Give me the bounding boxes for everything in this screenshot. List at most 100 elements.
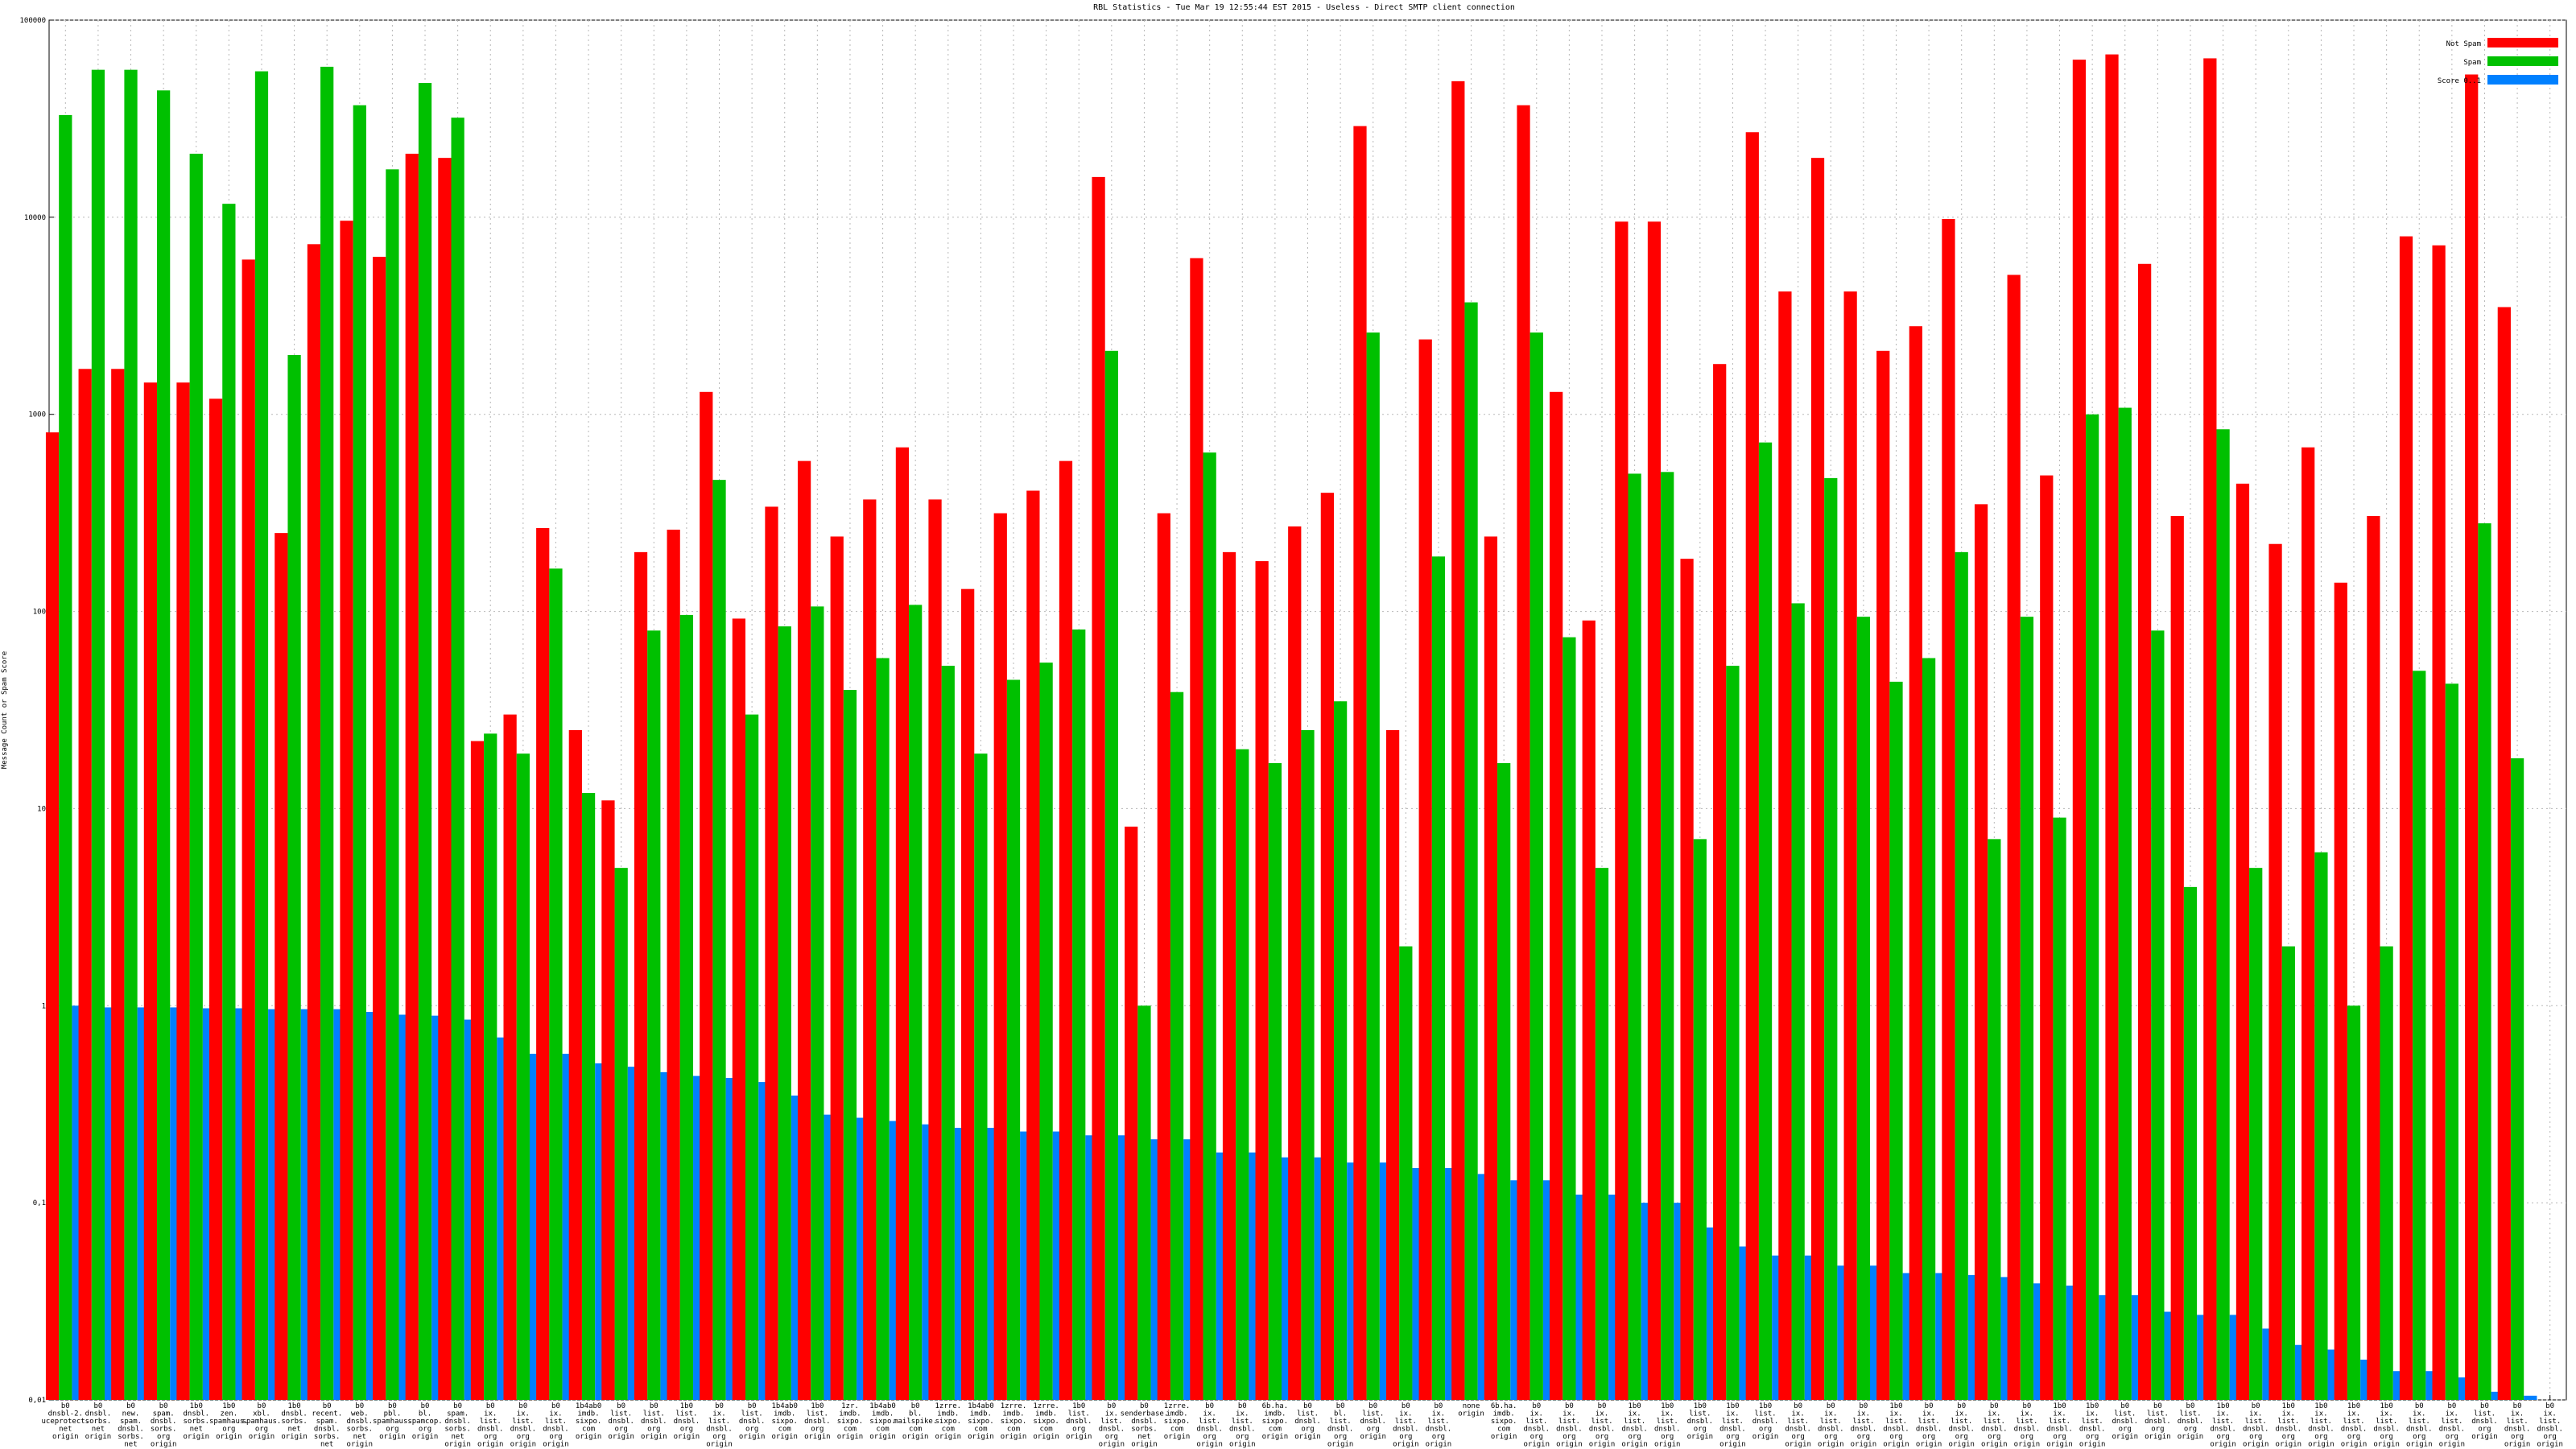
bar	[2347, 1005, 2361, 1400]
x-tick-label-line: dnsbl.	[1818, 1426, 1844, 1434]
x-tick-label-line: b0	[2480, 1402, 2489, 1410]
bar	[1157, 513, 1170, 1400]
bar	[1550, 391, 1563, 1400]
x-tick-label-line: spamhaus.	[242, 1418, 282, 1426]
x-tick-label-line: ix.	[517, 1410, 530, 1418]
x-tick-label-line: origin	[216, 1433, 242, 1441]
x-tick-label-line: dnsbl.	[118, 1426, 144, 1434]
bar	[1190, 258, 1203, 1400]
bar	[1451, 80, 1465, 1401]
x-tick-label-line: origin	[1033, 1433, 1059, 1441]
x-tick-label-line: origin	[1066, 1433, 1092, 1441]
bar	[895, 447, 910, 1401]
x-tick-label-line: 1b0	[2347, 1402, 2360, 1410]
x-tick-label-line: b0	[1532, 1402, 1541, 1410]
bar	[765, 506, 778, 1400]
bar	[2235, 483, 2250, 1400]
bar	[1333, 701, 1348, 1400]
x-tick-label-line: sorbs.	[118, 1433, 144, 1441]
x-tick-label-line: origin	[2537, 1441, 2563, 1449]
x-tick-label-line: ix.	[2086, 1410, 2099, 1418]
x-tick-label: 1b0 ix. list. dnsbl. org origin	[1621, 1402, 1648, 1449]
x-tick-label-line: dnsbl.	[2308, 1426, 2334, 1434]
x-tick-label-line: org	[2282, 1433, 2295, 1441]
x-tick-label: b0 new. spam. dnsbl. sorbs. net	[118, 1402, 144, 1449]
x-tick-label-line: list.	[1689, 1410, 1711, 1418]
x-tick-label-line: org	[2511, 1433, 2524, 1441]
y-tick-label: 0,1	[33, 1199, 46, 1208]
x-tick-label-line: dnsbl.	[444, 1418, 471, 1426]
x-tick-label-line: ix.	[1955, 1410, 1968, 1418]
bar	[1889, 681, 1903, 1400]
bar	[353, 105, 366, 1401]
x-tick-label-line: list.	[1100, 1418, 1122, 1426]
x-tick-label-line: sixpo.	[1033, 1418, 1059, 1426]
bar	[91, 69, 105, 1400]
x-tick-label-line: spamhaus.	[209, 1418, 249, 1426]
x-tick-label-line: new.	[122, 1410, 140, 1418]
x-tick-label-line: dnsbl.	[151, 1418, 177, 1426]
x-tick-label-line: com	[582, 1426, 595, 1434]
x-tick-label-line: spam.	[447, 1410, 469, 1418]
x-tick-label-line: dnsbl.	[1883, 1426, 1909, 1434]
x-tick-label-line: origin	[1491, 1433, 1517, 1441]
x-tick-label-line: org	[1334, 1433, 1347, 1441]
x-tick-label: b0 spam. dnsbl. sorbs. org origin	[151, 1402, 177, 1449]
x-tick-label-line: ix.	[1661, 1410, 1674, 1418]
x-tick-label-line: imdb.	[1002, 1410, 1024, 1418]
x-tick-label-line: sorbs.	[444, 1426, 471, 1434]
x-tick-label-line: list.	[1199, 1418, 1220, 1426]
x-tick-label-line: b0	[518, 1402, 527, 1410]
x-tick-label-line: list.	[2539, 1418, 2561, 1426]
x-tick-label-line: list.	[2212, 1418, 2234, 1426]
bar	[2334, 582, 2347, 1400]
x-tick-label-line: origin	[641, 1433, 667, 1441]
x-tick-label-line: org	[222, 1426, 235, 1434]
x-tick-label-line: origin	[1360, 1433, 1386, 1441]
x-tick-label: b0 pbl. spamhaus. org origin	[373, 1402, 412, 1441]
x-tick-label-line: imdb.	[872, 1410, 894, 1418]
bar	[843, 690, 857, 1400]
x-tick-label: b0 ix. list. dnsbl. org origin	[1948, 1402, 1975, 1449]
bar	[778, 626, 791, 1400]
x-tick-label: none origin	[1458, 1402, 1484, 1418]
x-tick-label-line: b0	[617, 1402, 625, 1410]
x-tick-label-line: com	[1170, 1426, 1183, 1434]
x-tick-label-line: ix.	[2282, 1410, 2295, 1418]
x-tick-label-line: ix.	[2249, 1410, 2262, 1418]
x-tick-label-line: zen.	[221, 1410, 238, 1418]
x-tick-label-line: none	[1463, 1402, 1480, 1410]
x-tick-label-line: org	[1824, 1433, 1837, 1441]
x-tick-label-line: ix.	[2413, 1410, 2425, 1418]
bar	[1320, 493, 1334, 1400]
x-tick-label-line: org	[1301, 1426, 1314, 1434]
x-tick-label-line: org	[1726, 1433, 1739, 1441]
x-tick-label-line: sixpo.	[1001, 1418, 1027, 1426]
x-tick-label-line: b0	[748, 1402, 757, 1410]
x-tick-label-line: b0	[1303, 1402, 1312, 1410]
x-tick-label-line: ix.	[1628, 1410, 1641, 1418]
x-tick-label-line: b0	[388, 1402, 397, 1410]
legend-swatch	[2487, 75, 2558, 85]
x-tick-label: 1b0 list. dnsbl. org origin	[1687, 1402, 1714, 1441]
y-tick-label: 100	[33, 609, 46, 617]
bar	[961, 588, 975, 1400]
x-tick-label-line: net	[320, 1441, 333, 1449]
bar	[2040, 475, 2054, 1400]
bar	[275, 533, 288, 1400]
x-tick-label: b0 ix. list. dnsbl. org origin	[1524, 1402, 1550, 1449]
x-tick-label: b0 ix. list. dnsbl. org origin	[1426, 1402, 1452, 1449]
x-tick-label-line: list.	[741, 1410, 763, 1418]
x-tick-label-line: org	[680, 1426, 693, 1434]
x-tick-label-line: dnsbl.	[706, 1426, 733, 1434]
x-tick-label-line: com	[844, 1426, 857, 1434]
x-tick-label-line: 1b0	[2086, 1402, 2099, 1410]
x-tick-label: 1b0 ix. list. dnsbl. org origin	[1719, 1402, 1746, 1449]
x-tick-label: 1b0 list. dnsbl. org origin	[1752, 1402, 1779, 1441]
x-tick-label-line: dnsbl.	[2046, 1426, 2073, 1434]
bar	[797, 460, 811, 1400]
x-tick-label-line: org	[1563, 1433, 1575, 1441]
bar	[941, 666, 955, 1400]
x-tick-label: b0 list. dnsbl. org origin	[1360, 1402, 1386, 1441]
